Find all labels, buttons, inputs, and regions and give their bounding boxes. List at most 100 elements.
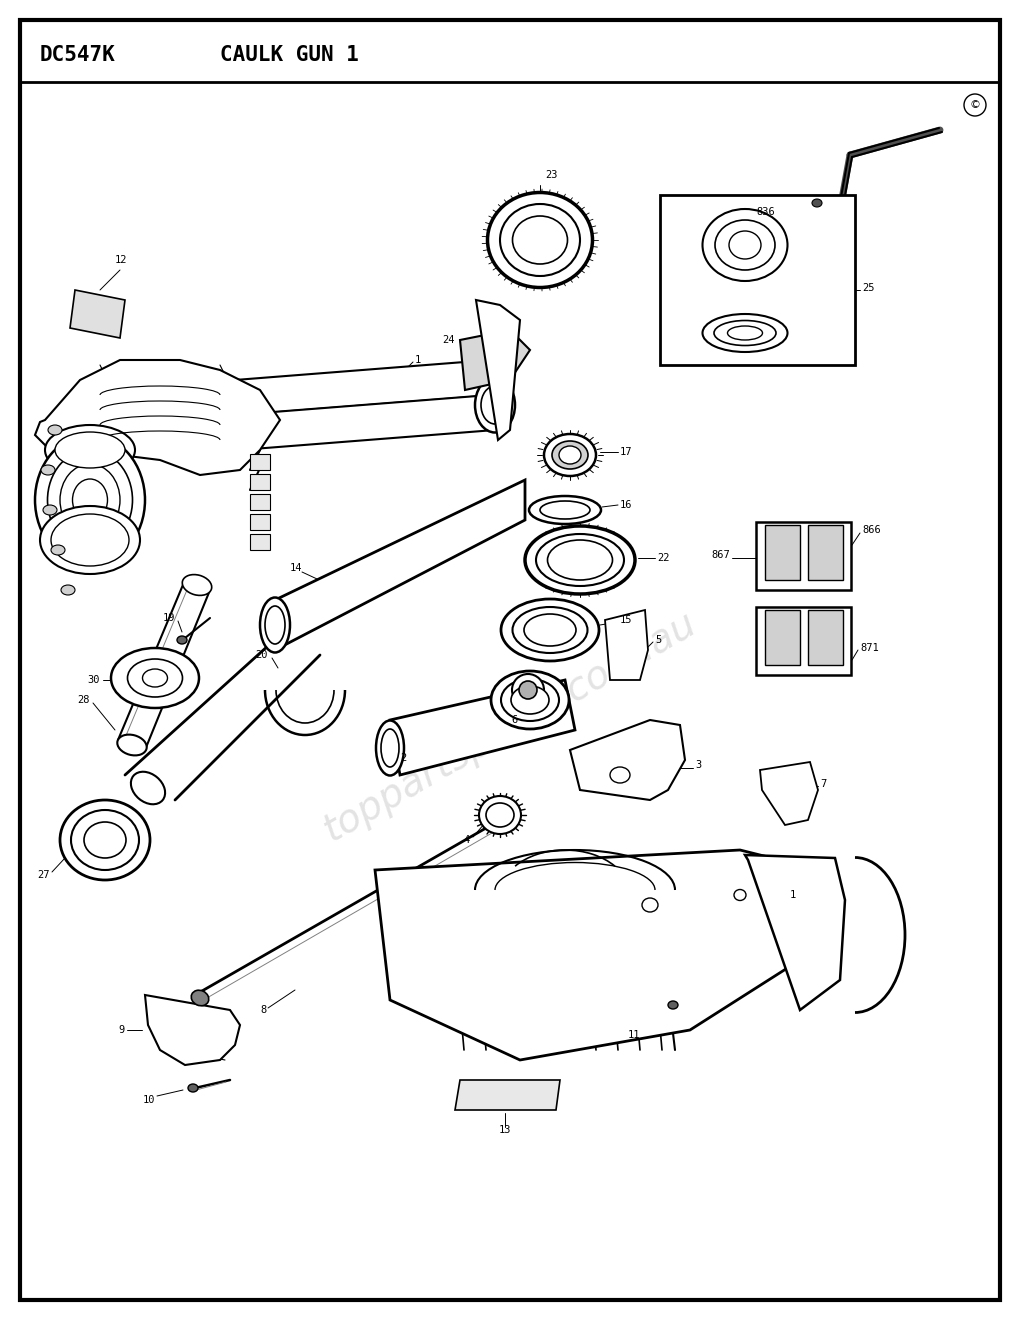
Ellipse shape: [519, 681, 536, 700]
Text: 30: 30: [88, 675, 100, 685]
Text: 23: 23: [544, 170, 557, 180]
Ellipse shape: [734, 890, 745, 900]
Ellipse shape: [535, 535, 624, 586]
Text: 16: 16: [620, 500, 632, 510]
Polygon shape: [454, 1080, 559, 1110]
Ellipse shape: [191, 990, 209, 1006]
Bar: [764, 525, 799, 579]
Text: 7: 7: [819, 779, 825, 789]
Text: 11: 11: [627, 1030, 639, 1040]
Ellipse shape: [117, 735, 147, 755]
Ellipse shape: [702, 209, 787, 281]
Text: 12: 12: [115, 255, 127, 265]
Text: 4: 4: [464, 836, 470, 845]
Ellipse shape: [539, 502, 589, 519]
Ellipse shape: [727, 326, 762, 341]
Text: 10: 10: [143, 1096, 155, 1105]
Polygon shape: [234, 360, 494, 414]
Ellipse shape: [713, 321, 775, 346]
Ellipse shape: [551, 441, 587, 469]
Text: 17: 17: [620, 447, 632, 457]
Polygon shape: [744, 855, 844, 1010]
Ellipse shape: [60, 465, 120, 536]
Text: 8: 8: [260, 1005, 266, 1015]
Text: 20: 20: [255, 649, 268, 660]
Ellipse shape: [381, 729, 398, 767]
Ellipse shape: [512, 675, 543, 706]
Ellipse shape: [490, 671, 569, 729]
Text: 6: 6: [512, 715, 518, 725]
Bar: [250, 454, 270, 470]
Text: 867: 867: [710, 550, 730, 560]
Text: 9: 9: [118, 1026, 125, 1035]
Bar: [764, 610, 799, 665]
Polygon shape: [460, 330, 530, 389]
Ellipse shape: [547, 540, 611, 579]
Polygon shape: [70, 290, 125, 338]
Ellipse shape: [487, 193, 592, 288]
Ellipse shape: [72, 479, 107, 521]
Ellipse shape: [811, 199, 821, 207]
Text: 836: 836: [755, 207, 774, 216]
Ellipse shape: [55, 432, 125, 469]
Ellipse shape: [524, 614, 576, 645]
Ellipse shape: [143, 669, 167, 686]
Ellipse shape: [543, 434, 595, 477]
Bar: [250, 494, 270, 510]
Ellipse shape: [714, 220, 774, 271]
Bar: [250, 535, 270, 550]
Bar: [807, 610, 842, 665]
Text: ©: ©: [968, 100, 979, 110]
Ellipse shape: [609, 767, 630, 783]
Polygon shape: [570, 719, 685, 800]
Ellipse shape: [641, 898, 657, 912]
Ellipse shape: [500, 599, 598, 661]
Ellipse shape: [511, 686, 548, 714]
Ellipse shape: [963, 94, 985, 116]
Ellipse shape: [260, 598, 289, 652]
Ellipse shape: [512, 216, 567, 264]
Ellipse shape: [525, 525, 635, 594]
Ellipse shape: [84, 822, 126, 858]
Text: CAULK GUN 1: CAULK GUN 1: [220, 45, 359, 65]
Ellipse shape: [51, 545, 65, 554]
Ellipse shape: [43, 506, 57, 515]
Ellipse shape: [40, 506, 140, 574]
Text: 2: 2: [399, 752, 406, 763]
Polygon shape: [389, 680, 575, 775]
Text: 28: 28: [77, 696, 90, 705]
Polygon shape: [145, 995, 239, 1065]
Ellipse shape: [475, 378, 515, 433]
Ellipse shape: [376, 721, 404, 776]
Polygon shape: [375, 850, 819, 1060]
Bar: [755, 607, 850, 675]
Text: 866: 866: [861, 525, 879, 535]
Text: 1: 1: [790, 890, 796, 900]
Ellipse shape: [48, 450, 132, 550]
Ellipse shape: [111, 648, 199, 708]
Ellipse shape: [500, 678, 558, 721]
Text: 5: 5: [654, 635, 660, 645]
Ellipse shape: [48, 425, 62, 436]
Polygon shape: [234, 395, 494, 450]
Ellipse shape: [729, 231, 760, 259]
Ellipse shape: [481, 385, 508, 424]
Text: 22: 22: [656, 553, 668, 564]
Polygon shape: [759, 762, 817, 825]
Bar: [250, 513, 270, 531]
Text: 25: 25: [861, 282, 873, 293]
Polygon shape: [275, 480, 525, 649]
Ellipse shape: [45, 425, 135, 475]
Ellipse shape: [499, 205, 580, 276]
Polygon shape: [604, 610, 647, 680]
Text: 19: 19: [162, 612, 175, 623]
Ellipse shape: [51, 513, 128, 566]
Ellipse shape: [529, 496, 600, 524]
Ellipse shape: [60, 800, 150, 880]
Ellipse shape: [558, 446, 581, 465]
Text: DC547K: DC547K: [40, 45, 115, 65]
Ellipse shape: [35, 436, 145, 565]
Polygon shape: [476, 300, 520, 440]
Ellipse shape: [177, 636, 186, 644]
Text: 3: 3: [694, 760, 701, 770]
